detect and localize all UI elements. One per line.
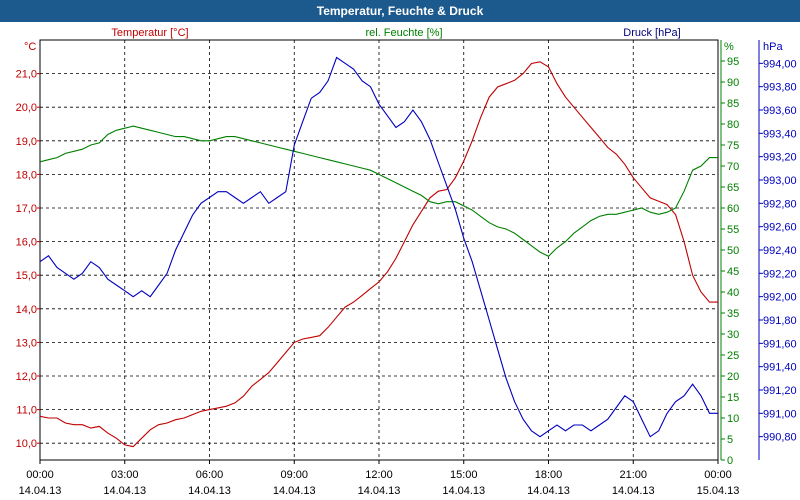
humidity-tick-label: 55 xyxy=(727,224,739,236)
x-tick-time: 15:00 xyxy=(450,469,478,481)
temperature-tick-label: 19,0 xyxy=(16,136,37,148)
temperature-unit: °C xyxy=(24,41,36,53)
x-tick-date: 14.04.13 xyxy=(612,485,655,497)
x-tick-date: 14.04.13 xyxy=(273,485,316,497)
humidity-tick-label: 20 xyxy=(727,371,739,383)
pressure-tick-label: 994,00 xyxy=(763,58,797,70)
humidity-tick-label: 5 xyxy=(727,434,733,446)
chart: 00:00 14.04.13 03:00 14.04.13 06:00 14.04.13 0… xyxy=(16,27,797,497)
pressure-tick-label: 993,80 xyxy=(763,82,797,94)
humidity-tick-label: 65 xyxy=(727,182,739,194)
humidity-tick-label: 30 xyxy=(727,329,739,341)
humidity-tick-label: 35 xyxy=(727,308,739,320)
pressure-tick-label: 993,00 xyxy=(763,175,797,187)
pressure-tick-label: 993,60 xyxy=(763,105,797,117)
humidity-tick-label: 95 xyxy=(727,56,739,68)
humidity-tick-label: 25 xyxy=(727,350,739,362)
pressure-tick-label: 991,00 xyxy=(763,408,797,420)
humidity-tick-label: 40 xyxy=(727,287,739,299)
temperature-tick-label: 15,0 xyxy=(16,270,37,282)
humidity-tick-label: 70 xyxy=(727,161,739,173)
temperature-series-line xyxy=(39,61,718,448)
humidity-tick-label: 0 xyxy=(727,455,733,467)
x-tick-time: 06:00 xyxy=(196,469,224,481)
temperature-axis-title: Temperatur [°C] xyxy=(111,27,188,39)
pressure-tick-label: 992,00 xyxy=(763,292,797,304)
pressure-tick-label: 991,60 xyxy=(763,338,797,350)
axes-layer: 00:00 14.04.13 03:00 14.04.13 06:00 14.04.13 0… xyxy=(16,40,797,497)
x-tick-date: 14.04.13 xyxy=(442,485,485,497)
x-tick-time: 03:00 xyxy=(111,469,139,481)
x-tick-time: 18:00 xyxy=(535,469,563,481)
pressure-tick-label: 991,80 xyxy=(763,315,797,327)
humidity-tick-label: 80 xyxy=(727,119,739,131)
pressure-tick-label: 992,20 xyxy=(763,268,797,280)
temperature-tick-label: 17,0 xyxy=(16,203,37,215)
humidity-tick-label: 50 xyxy=(727,245,739,257)
temperature-tick-label: 11,0 xyxy=(16,405,37,417)
pressure-tick-label: 992,80 xyxy=(763,198,797,210)
pressure-tick-label: 991,20 xyxy=(763,385,797,397)
x-tick-time: 21:00 xyxy=(619,469,647,481)
pressure-series-line xyxy=(39,56,718,438)
temperature-tick-label: 12,0 xyxy=(16,371,37,383)
temperature-tick-label: 13,0 xyxy=(16,337,37,349)
temperature-tick-label: 14,0 xyxy=(16,304,37,316)
temperature-tick-label: 10,0 xyxy=(16,438,37,450)
x-tick-date: 14.04.13 xyxy=(188,485,231,497)
humidity-tick-label: 75 xyxy=(727,140,739,152)
pressure-tick-label: 993,20 xyxy=(763,152,797,164)
humidity-tick-label: 15 xyxy=(727,392,739,404)
x-tick-date: 15.04.13 xyxy=(697,485,740,497)
humidity-tick-label: 85 xyxy=(727,98,739,110)
axis-titles: Temperatur [°C] rel. Feuchte [%] Druck [… xyxy=(24,27,783,53)
window-title: Temperatur, Feuchte & Druck xyxy=(0,0,800,22)
series-layer xyxy=(39,56,718,448)
temperature-tick-label: 20,0 xyxy=(16,102,37,114)
pressure-tick-label: 992,40 xyxy=(763,245,797,257)
temperature-tick-label: 21,0 xyxy=(16,69,37,81)
humidity-tick-label: 45 xyxy=(727,266,739,278)
pressure-tick-label: 993,40 xyxy=(763,128,797,140)
x-tick-time: 00:00 xyxy=(704,469,732,481)
pressure-tick-label: 992,60 xyxy=(763,222,797,234)
humidity-tick-label: 60 xyxy=(727,203,739,215)
pressure-tick-label: 990,80 xyxy=(763,432,797,444)
x-tick-date: 14.04.13 xyxy=(527,485,570,497)
pressure-tick-label: 991,40 xyxy=(763,362,797,374)
humidity-series-line xyxy=(39,125,718,257)
x-tick-date: 14.04.13 xyxy=(358,485,401,497)
x-tick-time: 09:00 xyxy=(280,469,308,481)
humidity-axis-title: rel. Feuchte [%] xyxy=(365,27,442,39)
x-tick-time: 00:00 xyxy=(26,469,54,481)
pressure-unit: hPa xyxy=(763,41,783,53)
x-tick-date: 14.04.13 xyxy=(19,485,62,497)
x-tick-time: 12:00 xyxy=(365,469,393,481)
pressure-axis-title: Druck [hPa] xyxy=(623,27,680,39)
temperature-tick-label: 16,0 xyxy=(16,237,37,249)
temperature-tick-label: 18,0 xyxy=(16,169,37,181)
x-tick-date: 14.04.13 xyxy=(103,485,146,497)
humidity-unit: % xyxy=(724,41,734,53)
humidity-tick-label: 90 xyxy=(727,77,739,89)
humidity-tick-label: 10 xyxy=(727,413,739,425)
